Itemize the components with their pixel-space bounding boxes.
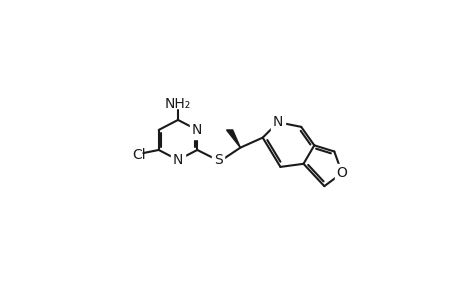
Text: Cl: Cl [132,148,145,162]
Polygon shape [226,130,240,148]
Text: O: O [336,166,347,180]
Text: NH₂: NH₂ [164,97,190,111]
Text: S: S [213,153,222,167]
Text: N: N [272,115,283,129]
Text: N: N [173,153,183,167]
Text: N: N [192,123,202,137]
